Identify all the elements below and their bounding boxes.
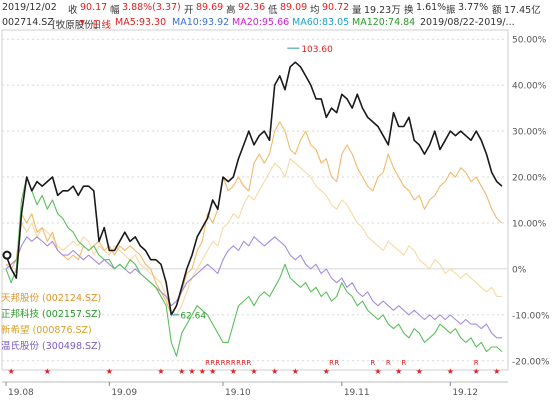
start-point-marker (2, 250, 12, 260)
event-star-marker: ★ (447, 367, 454, 376)
ma60-label: MA60:83.05 (292, 17, 350, 28)
min-annotation-label: 62.64 (180, 311, 206, 321)
event-star-marker: ★ (374, 367, 381, 376)
flag-icon[interactable]: ▾ (80, 17, 85, 28)
event-star-marker: ★ (292, 367, 299, 376)
series-line-main (5, 61, 503, 316)
event-r-marker: R (329, 359, 334, 367)
legend-item-wenshi[interactable]: 温氏股份 (300498.SZ) (1, 338, 101, 352)
ma-bar: 002714.SZ [牧原股份] ▾ 日线 MA5:93.30 MA10:93.… (0, 15, 554, 29)
event-r-marker: R (246, 359, 251, 367)
event-r-marker: R (236, 359, 241, 367)
high-label: 高 (226, 5, 236, 15)
stock-code[interactable]: 002714.SZ (2, 17, 54, 28)
turnover-label: 换 (404, 5, 414, 15)
x-tick-label: 19.11 (344, 388, 370, 398)
event-star-marker: ★ (271, 367, 278, 376)
date-range[interactable]: 2019/08/22-2019/... (420, 17, 515, 28)
y-tick-label: 40.00% (512, 82, 547, 92)
series-line-4 (5, 236, 502, 339)
event-star-marker: ★ (209, 367, 216, 376)
ma10-label: MA10:93.92 (172, 17, 230, 28)
x-tick-label: 19.12 (452, 388, 478, 398)
y-tick-label: 0% (512, 265, 527, 275)
y-tick-label: 50.00% (512, 36, 547, 46)
legend-label: 温氏股份 (300498.SZ) (1, 341, 102, 352)
event-star-marker: ★ (230, 367, 237, 376)
event-r-marker: R (241, 359, 246, 367)
event-r-marker: R (221, 359, 226, 367)
event-r-marker: R (215, 359, 220, 367)
x-tick-label: 19.10 (225, 388, 251, 398)
avg-label: 均 (310, 5, 320, 15)
ma120-label: MA120:74.84 (352, 17, 416, 28)
avg-value: 90.72 (322, 2, 350, 13)
event-r-marker: R (401, 359, 406, 367)
turnover-value: 1.61% (416, 2, 447, 13)
legend-item-tianbang[interactable]: 天邦股份 (002124.SZ) (1, 290, 101, 304)
event-star-marker: ★ (416, 367, 423, 376)
event-r-marker: R (231, 359, 236, 367)
event-star-marker: ★ (44, 367, 51, 376)
volume-label: 量 (352, 5, 362, 15)
quote-date: 2019/12/02 (2, 2, 57, 13)
event-star-marker: ★ (250, 367, 257, 376)
change-label: 幅 (110, 5, 120, 15)
ma5-label: MA5:93.30 (115, 17, 167, 28)
y-tick-label: -20.00% (512, 357, 550, 367)
volume-value: 19.23万 (364, 5, 401, 15)
y-tick-label: 10.00% (512, 219, 547, 229)
event-r-marker: R (386, 359, 391, 367)
open-value: 89.69 (196, 2, 224, 13)
period-selector[interactable]: 日线 (92, 20, 112, 29)
event-star-marker: ★ (395, 367, 402, 376)
amount-value: 17.45亿 (504, 5, 541, 15)
event-r-marker: R (370, 359, 375, 367)
event-r-marker: R (205, 359, 210, 367)
close-label: 收 (68, 5, 78, 15)
amplitude-label: 振 (446, 5, 456, 15)
x-tick-label: 19.08 (8, 388, 34, 398)
event-star-marker: ★ (323, 367, 330, 376)
max-annotation-label: 103.60 (301, 45, 333, 55)
y-tick-label: 20.00% (512, 174, 547, 184)
close-value: 90.17 (80, 2, 108, 13)
event-r-marker: R (334, 359, 339, 367)
low-label: 低 (268, 5, 278, 15)
legend-item-xinxiwang[interactable]: 新希望 (000876.SZ) (1, 322, 92, 336)
legend-label: 新希望 (000876.SZ) (1, 325, 92, 336)
quote-header: 2019/12/02 收 90.17 幅 3.88%(3.37) 开 89.69… (0, 0, 554, 15)
event-star-marker: ★ (473, 367, 480, 376)
event-r-marker: R (474, 359, 479, 367)
event-star-marker: ★ (199, 367, 206, 376)
event-star-marker: ★ (493, 367, 500, 376)
open-label: 开 (184, 5, 194, 15)
event-r-marker: R (226, 359, 231, 367)
change-value: 3.88%(3.37) (122, 2, 181, 13)
amount-label: 额 (492, 5, 502, 15)
event-star-marker: ★ (188, 367, 195, 376)
event-star-marker: ★ (157, 367, 164, 376)
legend-label: 天邦股份 (002124.SZ) (1, 293, 102, 304)
event-r-marker: R (210, 359, 215, 367)
event-star-marker: ★ (106, 367, 113, 376)
series-line-1 (5, 121, 503, 316)
amplitude-value: 3.77% (458, 2, 489, 13)
legend-label: 正邦科技 (002157.SZ) (1, 309, 102, 320)
x-tick-label: 19.09 (111, 388, 137, 398)
y-tick-label: 30.00% (512, 128, 547, 138)
series-line-3 (6, 158, 502, 316)
series-line-2 (5, 176, 503, 357)
event-star-marker: ★ (8, 367, 15, 376)
low-value: 89.09 (280, 2, 308, 13)
stock-name[interactable]: [牧原股份] (52, 20, 98, 29)
event-star-marker: ★ (178, 367, 185, 376)
y-tick-label: -10.00% (512, 311, 550, 321)
legend-item-zhengbang[interactable]: 正邦科技 (002157.SZ) (1, 306, 101, 320)
plot-area (1, 29, 509, 371)
high-value: 92.36 (238, 2, 266, 13)
ma20-label: MA20:95.66 (232, 17, 290, 28)
